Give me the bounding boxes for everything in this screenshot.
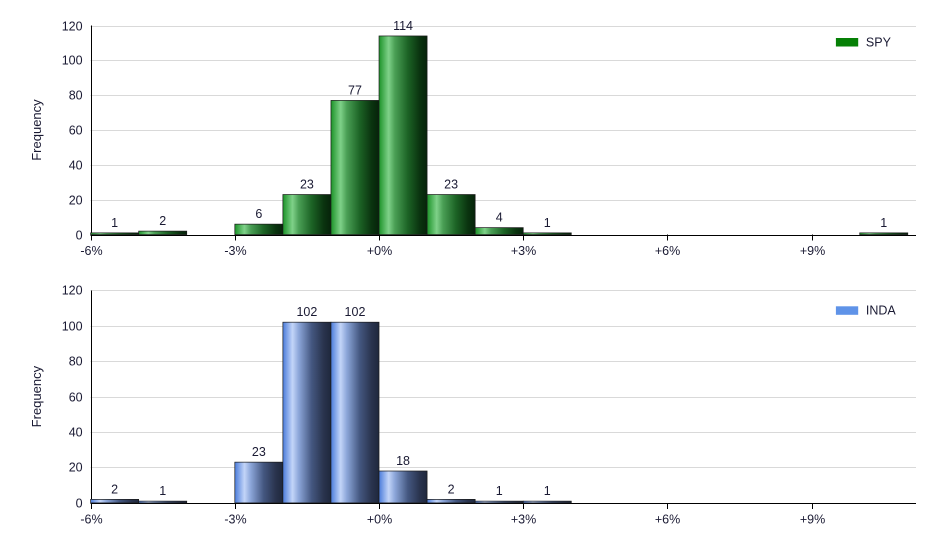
svg-text:77: 77: [348, 83, 362, 97]
svg-text:+9%: +9%: [800, 244, 825, 258]
svg-text:+6%: +6%: [655, 512, 680, 526]
svg-text:23: 23: [444, 178, 458, 192]
svg-text:1: 1: [496, 484, 503, 498]
svg-text:1: 1: [880, 216, 887, 230]
svg-text:-6%: -6%: [80, 244, 102, 258]
svg-text:Frequency: Frequency: [29, 99, 44, 161]
svg-text:1: 1: [544, 484, 551, 498]
svg-text:100: 100: [62, 54, 83, 68]
svg-text:6: 6: [255, 207, 262, 221]
svg-text:40: 40: [69, 159, 83, 173]
svg-text:+3%: +3%: [511, 244, 536, 258]
svg-text:80: 80: [69, 89, 83, 103]
svg-text:23: 23: [300, 178, 314, 192]
svg-text:102: 102: [345, 305, 366, 319]
svg-text:2: 2: [159, 214, 166, 228]
svg-text:20: 20: [69, 194, 83, 208]
svg-text:114: 114: [393, 19, 413, 33]
svg-text:1: 1: [544, 216, 551, 230]
svg-text:+9%: +9%: [800, 512, 825, 526]
svg-text:-6%: -6%: [80, 512, 102, 526]
svg-text:23: 23: [252, 445, 266, 459]
svg-text:60: 60: [69, 391, 83, 405]
svg-text:4: 4: [496, 211, 503, 225]
svg-text:18: 18: [396, 454, 410, 468]
svg-text:0: 0: [76, 497, 83, 511]
svg-text:40: 40: [69, 426, 83, 440]
svg-text:-3%: -3%: [224, 244, 246, 258]
svg-text:80: 80: [69, 355, 83, 369]
svg-text:2: 2: [448, 482, 455, 496]
svg-text:-3%: -3%: [224, 512, 246, 526]
svg-text:1: 1: [111, 216, 118, 230]
svg-text:100: 100: [62, 320, 83, 334]
svg-text:1: 1: [159, 484, 166, 498]
svg-text:0: 0: [76, 229, 83, 243]
svg-text:+0%: +0%: [367, 244, 392, 258]
svg-text:60: 60: [69, 124, 83, 138]
svg-text:102: 102: [296, 305, 317, 319]
svg-text:Frequency: Frequency: [29, 365, 44, 427]
svg-text:+0%: +0%: [367, 512, 392, 526]
svg-text:+6%: +6%: [655, 244, 680, 258]
svg-text:2: 2: [111, 482, 118, 496]
svg-text:120: 120: [62, 284, 83, 298]
svg-text:SPY: SPY: [866, 35, 892, 49]
svg-text:20: 20: [69, 461, 83, 475]
svg-text:+3%: +3%: [511, 512, 536, 526]
svg-text:120: 120: [62, 20, 83, 34]
svg-text:INDA: INDA: [866, 304, 897, 318]
